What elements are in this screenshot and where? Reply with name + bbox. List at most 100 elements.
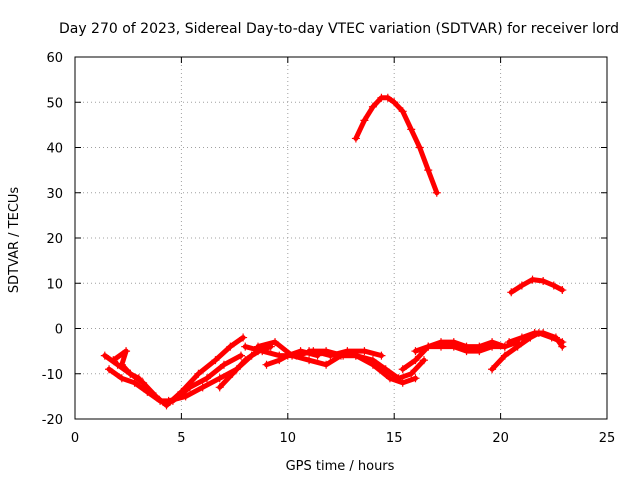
data-point (437, 342, 446, 351)
series-line (306, 348, 418, 386)
x-tick-label: 15 (386, 431, 403, 446)
data-point (360, 116, 369, 125)
y-tick-label: 60 (46, 51, 63, 66)
data-marks (100, 93, 567, 410)
data-point (539, 329, 548, 338)
chart-title: Day 270 of 2023, Sidereal Day-to-day VTE… (59, 21, 619, 37)
data-point (539, 276, 548, 285)
y-axis-label: SDTVAR / TECUs (7, 187, 22, 294)
data-point (432, 188, 441, 197)
data-point (411, 347, 420, 356)
data-point (194, 369, 203, 378)
data-point (488, 365, 497, 374)
data-point (117, 360, 126, 369)
data-point (322, 347, 331, 356)
data-point (351, 351, 360, 360)
data-point (368, 360, 377, 369)
data-point (134, 374, 143, 383)
data-point (262, 360, 271, 369)
data-point (385, 374, 394, 383)
data-point (202, 374, 211, 383)
data-point (198, 383, 207, 392)
data-point (211, 356, 220, 365)
data-point (383, 93, 392, 102)
data-point (156, 396, 165, 405)
y-tick-label: -10 (42, 368, 63, 383)
data-point (215, 374, 224, 383)
data-point (271, 338, 280, 347)
data-point (258, 347, 267, 356)
data-point (475, 347, 484, 356)
data-point (254, 342, 263, 351)
data-point (377, 351, 386, 360)
data-point (143, 387, 152, 396)
x-tick-label: 5 (177, 431, 185, 446)
data-point (558, 342, 567, 351)
y-tick-label: 30 (46, 187, 63, 202)
data-point (517, 333, 526, 342)
data-point (236, 351, 245, 360)
series-arc-15 (507, 275, 567, 297)
data-point (411, 374, 420, 383)
data-point (305, 347, 314, 356)
data-point (488, 342, 497, 351)
data-point (139, 378, 148, 387)
data-point (226, 342, 235, 351)
data-point (283, 351, 292, 360)
data-point (462, 347, 471, 356)
data-point (228, 369, 237, 378)
data-point (339, 351, 348, 360)
data-point (419, 356, 428, 365)
y-tick-label: 0 (55, 323, 63, 338)
data-point (241, 342, 250, 351)
x-axis-label: GPS time / hours (286, 459, 395, 474)
data-point (368, 102, 377, 111)
data-point (117, 374, 126, 383)
data-point (100, 351, 109, 360)
data-point (500, 351, 509, 360)
data-point (398, 365, 407, 374)
data-point (126, 369, 135, 378)
y-tick-label: 10 (46, 277, 63, 292)
data-point (407, 125, 416, 134)
series-arc-14 (505, 329, 567, 351)
series-arc-10 (351, 93, 441, 197)
data-point (322, 360, 331, 369)
data-point (517, 281, 526, 290)
x-tick-label: 20 (492, 431, 509, 446)
series-line (506, 330, 565, 350)
data-point (185, 383, 194, 392)
data-point (507, 288, 516, 297)
data-point (500, 342, 509, 351)
axis-ticks: 0 5 10 15 20 25 -20 -10 0 10 20 30 40 50 60 (42, 51, 616, 446)
data-point (215, 383, 224, 392)
data-point (109, 356, 118, 365)
data-point (558, 286, 567, 295)
series-arc-8 (262, 347, 322, 369)
data-point (513, 342, 522, 351)
data-point (528, 275, 537, 284)
data-point (449, 342, 458, 351)
data-point (305, 356, 314, 365)
series-line (508, 277, 565, 295)
x-tick-label: 10 (280, 431, 297, 446)
series-arc-12 (411, 342, 509, 356)
grid-lines (75, 57, 607, 419)
data-point (105, 365, 114, 374)
x-tick-label: 25 (599, 431, 616, 446)
data-point (130, 378, 139, 387)
data-point (398, 378, 407, 387)
data-point (415, 143, 424, 152)
y-tick-label: 20 (46, 232, 63, 247)
data-point (424, 342, 433, 351)
data-point (407, 369, 416, 378)
data-point (164, 396, 173, 405)
data-point (505, 338, 514, 347)
y-tick-label: 50 (46, 96, 63, 111)
data-point (411, 356, 420, 365)
data-point (424, 166, 433, 175)
data-point (530, 329, 539, 338)
data-point (390, 98, 399, 107)
y-tick-label: -20 (42, 413, 63, 428)
